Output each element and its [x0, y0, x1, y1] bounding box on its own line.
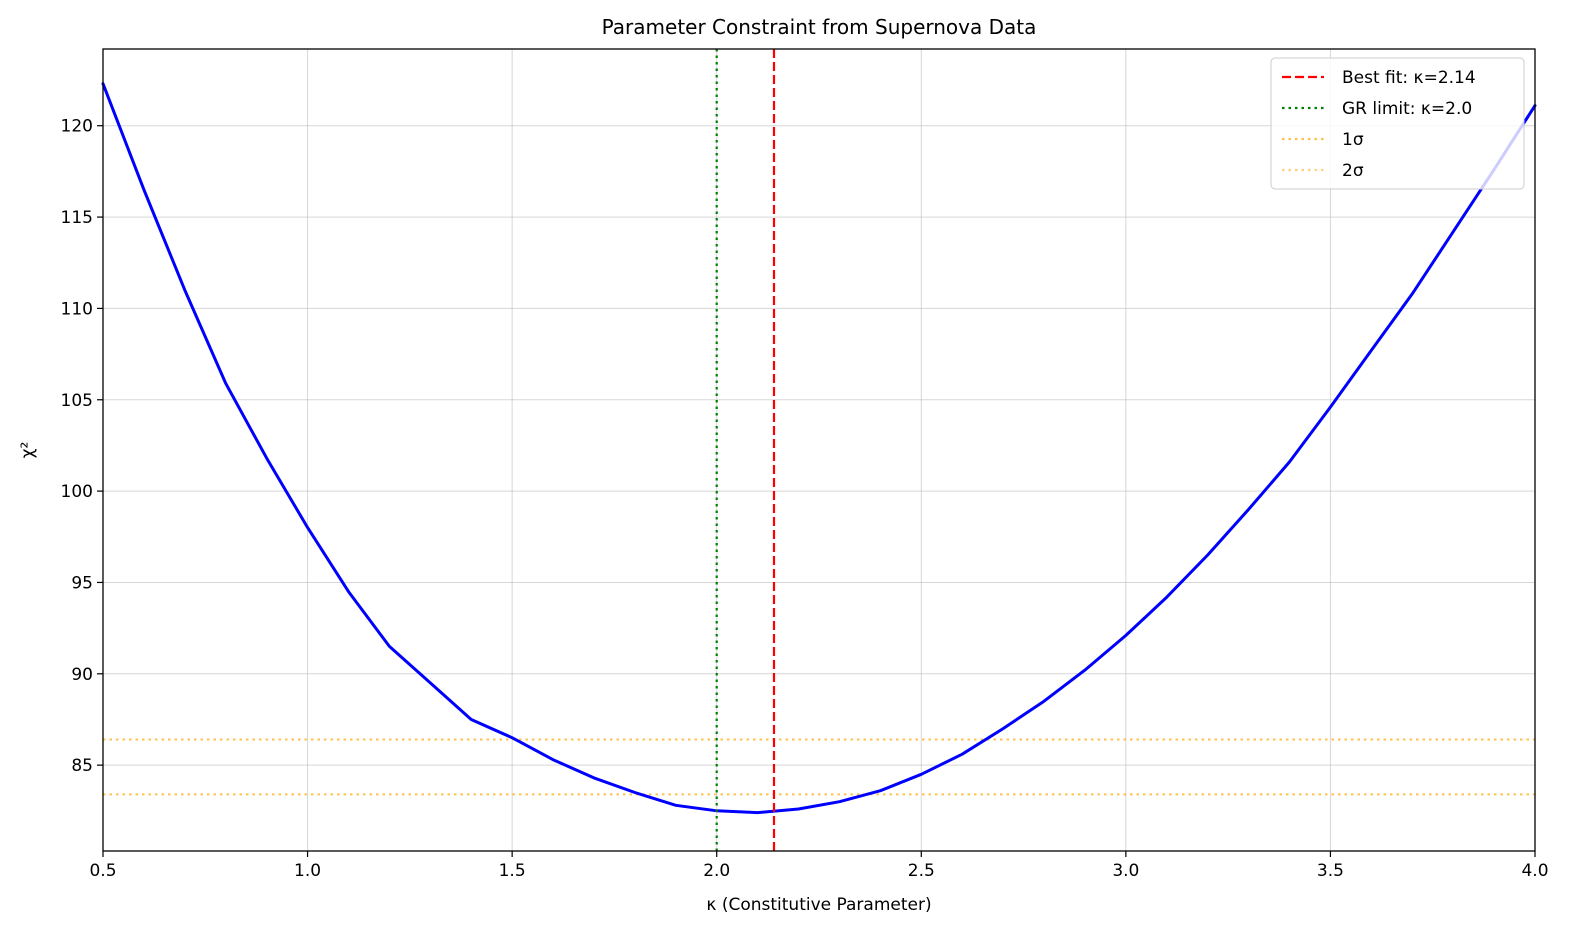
x-tick-label: 3.0 — [1112, 861, 1139, 881]
series-layer — [101, 82, 1537, 815]
plot-frame — [102, 48, 1536, 852]
y-tick-label: 115 — [61, 208, 93, 228]
legend: Best fit: κ=2.14 GR limit: κ=2.0 1σ 2σ — [1270, 57, 1525, 190]
x-tick-label: 4.0 — [1521, 861, 1548, 881]
y-tick-label: 100 — [61, 482, 93, 502]
chart-title: Parameter Constraint from Supernova Data — [602, 15, 1037, 39]
y-tick-label: 95 — [71, 573, 93, 593]
x-tick-label: 1.5 — [499, 861, 526, 881]
x-tick-label: 3.5 — [1317, 861, 1344, 881]
x-axis-label: κ (Constitutive Parameter) — [706, 895, 931, 915]
y-tick-label: 85 — [71, 756, 93, 776]
y-axis-label: χ² — [18, 442, 38, 459]
legend-box — [1270, 57, 1525, 190]
x-tick-label: 2.0 — [703, 861, 730, 881]
legend-label: 1σ — [1342, 130, 1364, 150]
legend-label: GR limit: κ=2.0 — [1342, 99, 1472, 119]
y-tick-label: 120 — [61, 117, 93, 137]
x-tick-label: 2.5 — [908, 861, 935, 881]
y-tick-label: 90 — [71, 665, 93, 685]
legend-label: Best fit: κ=2.14 — [1342, 68, 1476, 88]
legend-label: 2σ — [1342, 161, 1364, 181]
x-tick-label: 1.0 — [294, 861, 321, 881]
chi-square-curve — [101, 82, 1537, 815]
reference-lines — [715, 49, 776, 851]
y-tick-label: 105 — [61, 391, 93, 411]
y-tick-label: 110 — [61, 299, 93, 319]
x-tick-label: 0.5 — [89, 861, 116, 881]
x-axis-ticks: 0.5 1.0 1.5 2.0 2.5 3.0 3.5 4.0 — [89, 851, 1549, 881]
y-axis-ticks: 85 90 95 100 105 110 115 120 — [61, 117, 103, 776]
threshold-lines — [103, 738, 1535, 796]
